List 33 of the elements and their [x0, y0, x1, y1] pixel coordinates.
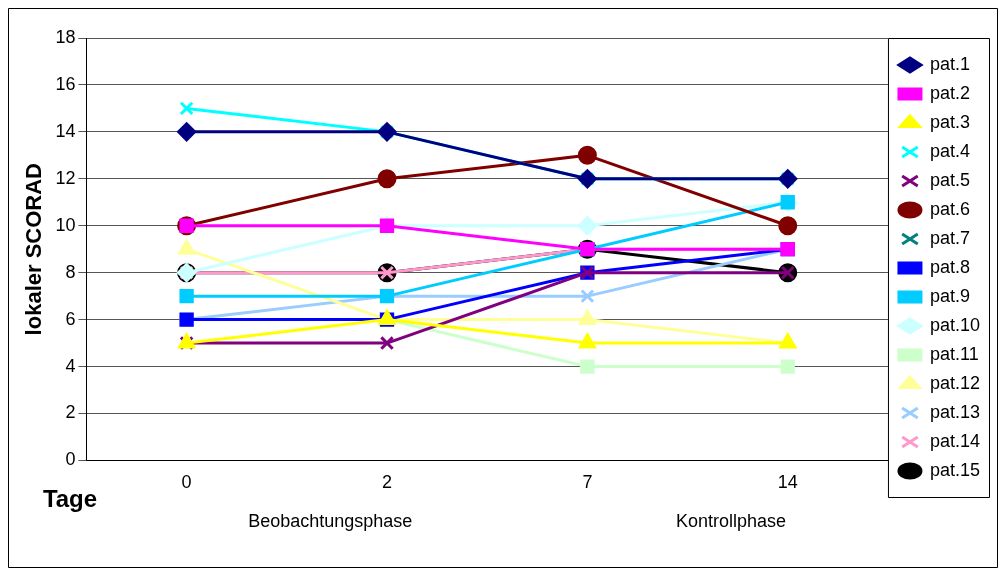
legend-label: pat.13: [929, 401, 980, 422]
text: Kontrollphase: [675, 511, 787, 532]
legend-label: pat.10: [929, 314, 980, 335]
y-tick-label: 14: [55, 120, 76, 141]
legend-label: pat.12: [929, 372, 980, 393]
y-axis-title: lokaler SCORAD: [21, 163, 47, 336]
y-tick-label: 0: [65, 449, 76, 470]
legend-label: pat.5: [929, 169, 970, 190]
legend-label: pat.11: [929, 343, 979, 364]
x-tick-label: 2: [381, 472, 392, 493]
legend-label: pat.4: [929, 140, 970, 161]
legend-label: pat.7: [929, 227, 970, 248]
y-tick-label: 18: [55, 26, 76, 47]
text: Beobachtungsphase: [248, 511, 413, 532]
x-tick-label: 14: [777, 472, 798, 493]
y-tick-label: 4: [65, 355, 76, 376]
y-tick-label: 10: [55, 214, 76, 235]
legend-label: pat.9: [929, 285, 970, 306]
y-tick-label: 8: [65, 261, 76, 282]
x-tick-label: 0: [181, 472, 192, 493]
y-tick-label: 12: [55, 167, 76, 188]
x-tick-label: 7: [582, 472, 593, 493]
y-tick-label: 16: [55, 73, 76, 94]
y-tick-label: 2: [65, 402, 76, 423]
legend-label: pat.8: [929, 256, 970, 277]
legend-label: pat.14: [929, 430, 980, 451]
legend-label: pat.6: [929, 198, 970, 219]
x-axis-title: Tage: [42, 485, 98, 513]
legend-label: pat.1: [929, 53, 970, 74]
legend-label: pat.3: [929, 111, 970, 132]
legend-label: pat.2: [929, 82, 970, 103]
y-tick-label: 6: [65, 308, 76, 329]
legend-label: pat.15: [929, 459, 980, 480]
